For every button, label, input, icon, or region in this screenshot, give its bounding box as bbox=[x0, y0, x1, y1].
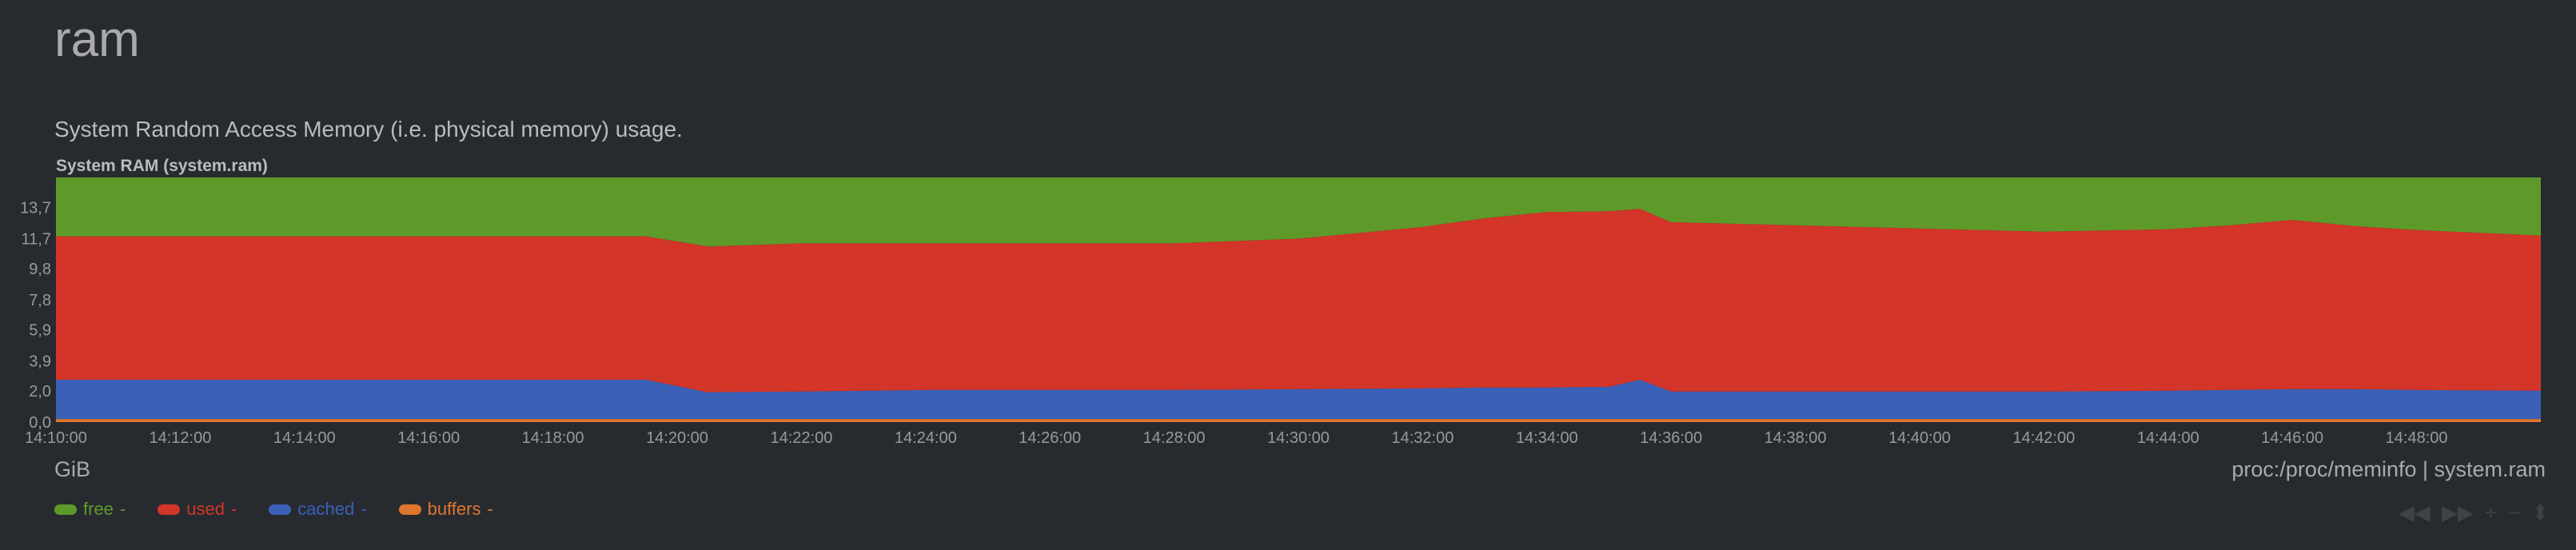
legend-item-buffers[interactable]: buffers - bbox=[398, 499, 493, 520]
zoom-in-icon[interactable]: + bbox=[2484, 500, 2498, 524]
legend-label: buffers bbox=[427, 499, 481, 519]
x-tick-label: 14:16:00 bbox=[397, 429, 460, 447]
legend-value: - bbox=[119, 499, 126, 519]
legend-value: - bbox=[487, 499, 493, 519]
section-title: ram bbox=[54, 12, 140, 67]
x-tick-label: 14:18:00 bbox=[522, 429, 584, 447]
chart-source: proc:/proc/meminfo | system.ram bbox=[2231, 457, 2546, 481]
chart-toolbox: ◀◀ ▶▶ + − ⬍ bbox=[2399, 500, 2549, 525]
legend-label: used bbox=[186, 499, 225, 519]
x-tick-label: 14:46:00 bbox=[2261, 429, 2323, 447]
legend-swatch bbox=[158, 504, 181, 515]
y-axis-ticks: 0,0 2,0 3,9 5,9 7,8 9,8 11,7 13,7 bbox=[20, 199, 51, 432]
area-used bbox=[56, 209, 2541, 393]
x-tick-label: 14:10:00 bbox=[25, 429, 87, 447]
x-tick-label: 14:48:00 bbox=[2386, 429, 2448, 447]
legend-swatch bbox=[54, 504, 77, 515]
chart-units: GiB bbox=[54, 457, 91, 481]
x-tick-label: 14:40:00 bbox=[1888, 429, 1951, 447]
zoom-out-icon[interactable]: − bbox=[2508, 500, 2521, 524]
x-tick-label: 14:44:00 bbox=[2137, 429, 2199, 447]
x-tick-label: 14:24:00 bbox=[895, 429, 957, 447]
legend-item-used[interactable]: used - bbox=[158, 499, 237, 520]
y-tick-label: 3,9 bbox=[29, 353, 51, 371]
x-tick-label: 14:30:00 bbox=[1267, 429, 1330, 447]
y-tick-label: 7,8 bbox=[29, 292, 51, 309]
x-tick-label: 14:20:00 bbox=[646, 429, 708, 447]
x-axis-ticks: 14:10:00 14:12:00 14:14:00 14:16:00 14:18:00… bbox=[25, 429, 2447, 447]
legend: free - used - cached - buffers - bbox=[54, 499, 493, 520]
y-tick-label: 2,0 bbox=[29, 383, 51, 401]
x-tick-label: 14:36:00 bbox=[1640, 429, 1702, 447]
legend-item-free[interactable]: free - bbox=[54, 499, 126, 520]
y-tick-label: 11,7 bbox=[22, 231, 51, 249]
area-buffers bbox=[56, 419, 2541, 422]
legend-swatch bbox=[269, 504, 292, 515]
legend-item-cached[interactable]: cached - bbox=[269, 499, 367, 520]
legend-value: - bbox=[230, 499, 237, 519]
area-free bbox=[56, 177, 2541, 247]
x-tick-label: 14:14:00 bbox=[273, 429, 336, 447]
y-tick-label: 13,7 bbox=[20, 199, 51, 217]
chart-title: System RAM (system.ram) bbox=[56, 157, 268, 175]
section-description: System Random Access Memory (i.e. physic… bbox=[54, 117, 683, 141]
fast-forward-icon[interactable]: ▶▶ bbox=[2441, 500, 2474, 524]
x-tick-label: 14:28:00 bbox=[1143, 429, 1206, 447]
legend-label: free bbox=[83, 499, 114, 519]
x-tick-label: 14:22:00 bbox=[770, 429, 832, 447]
area-cached bbox=[56, 380, 2541, 420]
y-tick-label: 0,0 bbox=[29, 414, 51, 432]
x-tick-label: 14:32:00 bbox=[1391, 429, 1453, 447]
x-tick-label: 14:42:00 bbox=[2012, 429, 2075, 447]
x-tick-label: 14:34:00 bbox=[1516, 429, 1578, 447]
y-tick-label: 9,8 bbox=[29, 261, 51, 278]
x-tick-label: 14:38:00 bbox=[1765, 429, 1827, 447]
x-tick-label: 14:12:00 bbox=[149, 429, 211, 447]
resize-icon[interactable]: ⬍ bbox=[2531, 500, 2549, 524]
chart-areas bbox=[56, 177, 2541, 422]
legend-swatch bbox=[398, 504, 421, 515]
legend-value: - bbox=[361, 499, 367, 519]
x-tick-label: 14:26:00 bbox=[1019, 429, 1081, 447]
rewind-icon[interactable]: ◀◀ bbox=[2398, 500, 2430, 524]
y-tick-label: 5,9 bbox=[29, 321, 51, 339]
legend-label: cached bbox=[297, 499, 355, 519]
